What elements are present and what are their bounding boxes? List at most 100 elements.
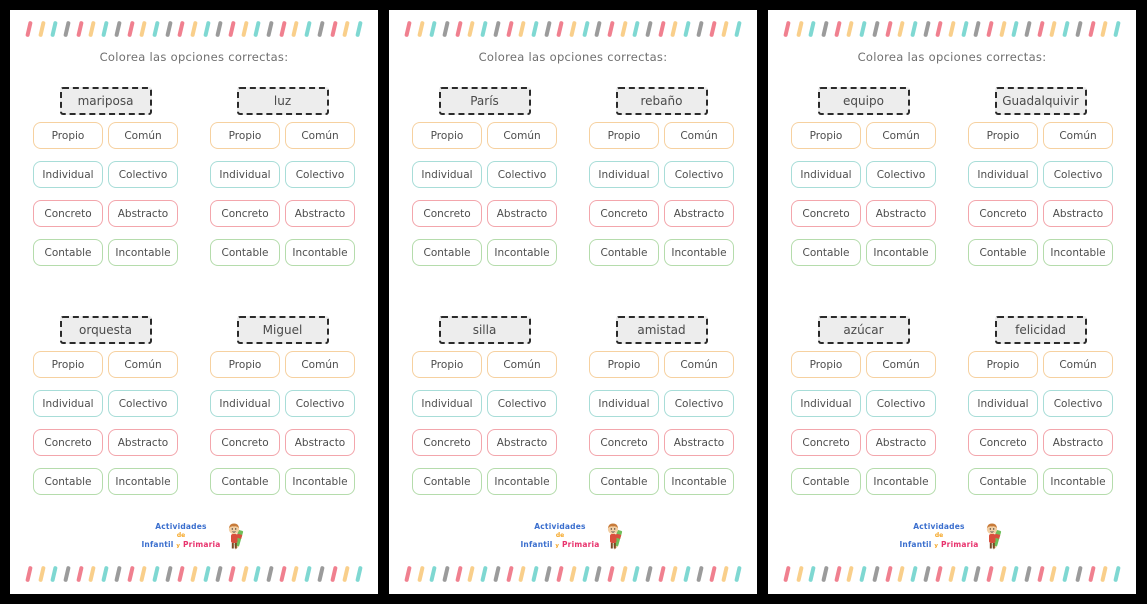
option-contable[interactable]: Contable	[791, 468, 861, 495]
option-propio[interactable]: Propio	[968, 351, 1038, 378]
option-propio[interactable]: Propio	[33, 351, 103, 378]
option-colectivo[interactable]: Colectivo	[487, 390, 557, 417]
option-contable[interactable]: Contable	[589, 239, 659, 266]
option-contable[interactable]: Contable	[412, 239, 482, 266]
option-colectivo[interactable]: Colectivo	[285, 161, 355, 188]
option-contable[interactable]: Contable	[791, 239, 861, 266]
option-propio[interactable]: Propio	[791, 122, 861, 149]
option-concreto[interactable]: Concreto	[210, 200, 280, 227]
option-comun[interactable]: Común	[866, 122, 936, 149]
option-incontable[interactable]: Incontable	[285, 468, 355, 495]
option-contable[interactable]: Contable	[968, 239, 1038, 266]
option-propio[interactable]: Propio	[791, 351, 861, 378]
option-contable[interactable]: Contable	[210, 239, 280, 266]
option-abstracto[interactable]: Abstracto	[664, 200, 734, 227]
option-comun[interactable]: Común	[487, 351, 557, 378]
option-colectivo[interactable]: Colectivo	[664, 161, 734, 188]
option-individual[interactable]: Individual	[791, 390, 861, 417]
option-concreto[interactable]: Concreto	[791, 429, 861, 456]
option-colectivo[interactable]: Colectivo	[285, 390, 355, 417]
option-comun[interactable]: Común	[664, 122, 734, 149]
option-colectivo[interactable]: Colectivo	[1043, 161, 1113, 188]
option-contable[interactable]: Contable	[412, 468, 482, 495]
option-incontable[interactable]: Incontable	[664, 239, 734, 266]
option-abstracto[interactable]: Abstracto	[108, 429, 178, 456]
option-contable[interactable]: Contable	[968, 468, 1038, 495]
option-colectivo[interactable]: Colectivo	[487, 161, 557, 188]
option-incontable[interactable]: Incontable	[1043, 468, 1113, 495]
option-concreto[interactable]: Concreto	[968, 429, 1038, 456]
option-individual[interactable]: Individual	[33, 390, 103, 417]
option-concreto[interactable]: Concreto	[791, 200, 861, 227]
option-concreto[interactable]: Concreto	[33, 200, 103, 227]
option-concreto[interactable]: Concreto	[33, 429, 103, 456]
option-propio[interactable]: Propio	[589, 122, 659, 149]
option-colectivo[interactable]: Colectivo	[866, 161, 936, 188]
option-colectivo[interactable]: Colectivo	[108, 390, 178, 417]
option-colectivo[interactable]: Colectivo	[108, 161, 178, 188]
option-abstracto[interactable]: Abstracto	[1043, 429, 1113, 456]
option-concreto[interactable]: Concreto	[589, 429, 659, 456]
option-individual[interactable]: Individual	[968, 390, 1038, 417]
option-individual[interactable]: Individual	[33, 161, 103, 188]
option-comun[interactable]: Común	[108, 351, 178, 378]
option-comun[interactable]: Común	[285, 122, 355, 149]
option-abstracto[interactable]: Abstracto	[487, 429, 557, 456]
option-propio[interactable]: Propio	[412, 122, 482, 149]
decorative-dash	[543, 20, 552, 38]
option-abstracto[interactable]: Abstracto	[108, 200, 178, 227]
option-incontable[interactable]: Incontable	[285, 239, 355, 266]
option-propio[interactable]: Propio	[968, 122, 1038, 149]
option-contable[interactable]: Contable	[33, 239, 103, 266]
option-propio[interactable]: Propio	[589, 351, 659, 378]
option-abstracto[interactable]: Abstracto	[866, 429, 936, 456]
option-individual[interactable]: Individual	[210, 161, 280, 188]
option-incontable[interactable]: Incontable	[866, 468, 936, 495]
option-abstracto[interactable]: Abstracto	[866, 200, 936, 227]
option-incontable[interactable]: Incontable	[108, 468, 178, 495]
option-individual[interactable]: Individual	[791, 161, 861, 188]
option-abstracto[interactable]: Abstracto	[487, 200, 557, 227]
logo-word-infantil: Infantil	[141, 539, 174, 549]
option-contable[interactable]: Contable	[33, 468, 103, 495]
option-incontable[interactable]: Incontable	[1043, 239, 1113, 266]
option-concreto[interactable]: Concreto	[589, 200, 659, 227]
option-comun[interactable]: Común	[1043, 351, 1113, 378]
option-propio[interactable]: Propio	[412, 351, 482, 378]
option-comun[interactable]: Común	[664, 351, 734, 378]
option-individual[interactable]: Individual	[210, 390, 280, 417]
option-individual[interactable]: Individual	[968, 161, 1038, 188]
option-comun[interactable]: Común	[285, 351, 355, 378]
option-incontable[interactable]: Incontable	[664, 468, 734, 495]
option-contable[interactable]: Contable	[210, 468, 280, 495]
option-concreto[interactable]: Concreto	[968, 200, 1038, 227]
option-incontable[interactable]: Incontable	[487, 239, 557, 266]
option-individual[interactable]: Individual	[412, 161, 482, 188]
option-propio[interactable]: Propio	[210, 351, 280, 378]
option-contable[interactable]: Contable	[589, 468, 659, 495]
option-abstracto[interactable]: Abstracto	[285, 200, 355, 227]
option-individual[interactable]: Individual	[589, 161, 659, 188]
option-propio[interactable]: Propio	[210, 122, 280, 149]
decorative-dash	[1100, 20, 1108, 38]
option-colectivo[interactable]: Colectivo	[664, 390, 734, 417]
option-concreto[interactable]: Concreto	[412, 429, 482, 456]
option-comun[interactable]: Común	[487, 122, 557, 149]
option-colectivo[interactable]: Colectivo	[1043, 390, 1113, 417]
option-abstracto[interactable]: Abstracto	[664, 429, 734, 456]
option-incontable[interactable]: Incontable	[487, 468, 557, 495]
option-concreto[interactable]: Concreto	[412, 200, 482, 227]
option-concreto[interactable]: Concreto	[210, 429, 280, 456]
option-comun[interactable]: Común	[108, 122, 178, 149]
option-abstracto[interactable]: Abstracto	[1043, 200, 1113, 227]
option-comun[interactable]: Común	[866, 351, 936, 378]
option-propio[interactable]: Propio	[33, 122, 103, 149]
option-individual[interactable]: Individual	[412, 390, 482, 417]
decorative-dash	[859, 20, 867, 38]
option-incontable[interactable]: Incontable	[108, 239, 178, 266]
option-comun[interactable]: Común	[1043, 122, 1113, 149]
option-abstracto[interactable]: Abstracto	[285, 429, 355, 456]
option-incontable[interactable]: Incontable	[866, 239, 936, 266]
option-colectivo[interactable]: Colectivo	[866, 390, 936, 417]
option-individual[interactable]: Individual	[589, 390, 659, 417]
